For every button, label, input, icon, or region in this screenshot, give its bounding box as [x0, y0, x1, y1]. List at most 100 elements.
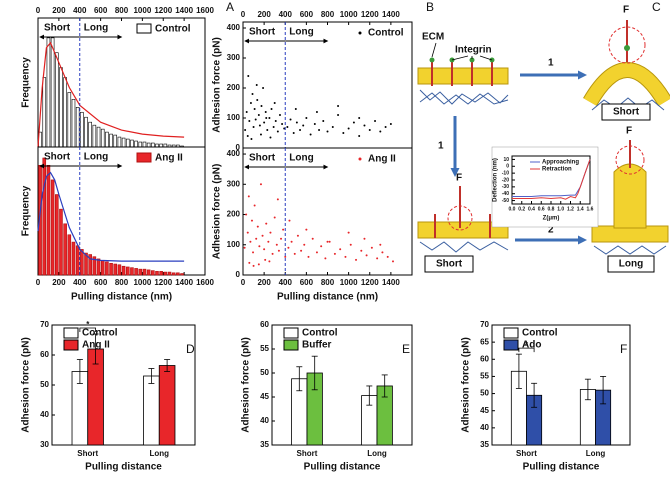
annotation: Short [249, 153, 276, 164]
y-tick-label: 45 [480, 406, 489, 415]
legend-swatch [136, 152, 152, 163]
histogram-bar [163, 271, 168, 276]
histogram-bar [134, 140, 138, 148]
scatter-point [349, 243, 352, 246]
scatter-point [386, 255, 389, 258]
scatter-point [300, 249, 303, 252]
scatter-point [363, 237, 366, 240]
y-axis-label: Deflection (nm) [493, 158, 499, 202]
scatter-point [309, 133, 312, 136]
histogram-bar [130, 267, 134, 276]
error-bar [296, 366, 303, 392]
legend-label: Control [368, 28, 404, 39]
histogram-bar [176, 272, 180, 276]
annotation: Long [84, 23, 108, 34]
histogram-bar [159, 271, 163, 276]
x-tick-label: Long [149, 449, 169, 458]
scatter-point [266, 129, 269, 131]
histogram-bar [125, 138, 130, 148]
x-tick-label: 400 [73, 6, 87, 15]
error-bar [164, 359, 171, 372]
scatter-point [256, 99, 259, 101]
scatter-point [276, 198, 279, 201]
histogram-bar [84, 116, 88, 148]
histogram-bar [59, 67, 63, 148]
y-tick-label: 400 [227, 149, 241, 158]
x-tick-label: 600 [300, 10, 314, 19]
scatter-point [326, 240, 329, 243]
x-tick-label: 1200 [361, 10, 379, 19]
scatter-point [302, 124, 305, 127]
x-tick-label: 1400 [382, 278, 400, 287]
y-tick-label: 60 [260, 320, 269, 329]
annotation: Short [44, 23, 71, 34]
scatter-point [253, 108, 256, 110]
histogram-bar [109, 262, 113, 276]
x-tick-label: 600 [300, 278, 314, 287]
x-axis-label: Pulling distance [523, 462, 600, 473]
y-tick-label: -40 [502, 191, 509, 197]
scatter-point [257, 114, 260, 116]
x-axis-label: Pulling distance [304, 462, 381, 473]
error-bar [92, 333, 99, 365]
scatter-point [318, 129, 321, 131]
histogram-bar [67, 234, 72, 276]
scatter-point [347, 231, 350, 234]
histogram-bar [117, 264, 122, 276]
y-tick-label: 45 [260, 392, 269, 401]
legend-marker [358, 157, 362, 161]
significance-label: * [86, 320, 90, 329]
y-tick-label: 50 [260, 368, 269, 377]
scatter-point [324, 257, 327, 260]
scatter-point [261, 234, 264, 237]
legend-label: Ang II [82, 340, 110, 351]
scatter-point [265, 222, 268, 225]
scatter-point [248, 120, 251, 122]
y-tick-label: 50 [480, 389, 489, 398]
error-bar [381, 374, 388, 398]
histogram-bar [96, 258, 101, 276]
scatter-point [264, 258, 267, 261]
significance-bracket [79, 327, 97, 332]
legend-label: Approaching [542, 160, 579, 166]
scatter-point [365, 254, 368, 257]
legend-marker [358, 31, 362, 35]
scatter-point [276, 130, 279, 133]
scatter-point [268, 260, 271, 263]
y-axis-label: Adhesion force (pN) [461, 337, 472, 433]
histogram-bar [50, 179, 55, 276]
y-tick-label: 70 [480, 320, 489, 329]
histogram-bar [138, 141, 143, 148]
legend-swatch [283, 327, 299, 339]
scatter-point [313, 123, 316, 125]
y-tick-label: 400 [227, 23, 241, 32]
scatter-point [295, 121, 298, 124]
label: ECM [422, 32, 444, 43]
y-axis-label: Adhesion force (pN) [212, 37, 223, 133]
scatter-point [288, 219, 291, 222]
x-tick-label: 600 [94, 6, 108, 15]
histogram-bar [171, 272, 176, 276]
scatter-point [249, 102, 252, 104]
scatter-point [283, 127, 286, 130]
x-tick-label: 1200 [361, 278, 379, 287]
histogram-bar [46, 37, 51, 148]
y-tick-label: 60 [40, 350, 49, 359]
x-tick-label: 0 [36, 6, 41, 15]
histogram-bar [134, 268, 138, 276]
x-axis-label: Pulling distance [85, 462, 162, 473]
scatter-point [370, 246, 373, 249]
scatter-point [248, 261, 251, 264]
panel-label: A [226, 0, 234, 14]
x-tick-label: 1600 [196, 6, 214, 15]
fit-curve [37, 41, 185, 148]
scatter-point [277, 249, 280, 252]
histogram-bar [121, 265, 126, 276]
legend-swatch [503, 339, 519, 351]
scatter-point [247, 195, 250, 198]
histogram-bar [109, 133, 113, 148]
scatter-point [257, 263, 260, 266]
scatter-point [262, 87, 265, 89]
y-tick-label: 50 [40, 380, 49, 389]
